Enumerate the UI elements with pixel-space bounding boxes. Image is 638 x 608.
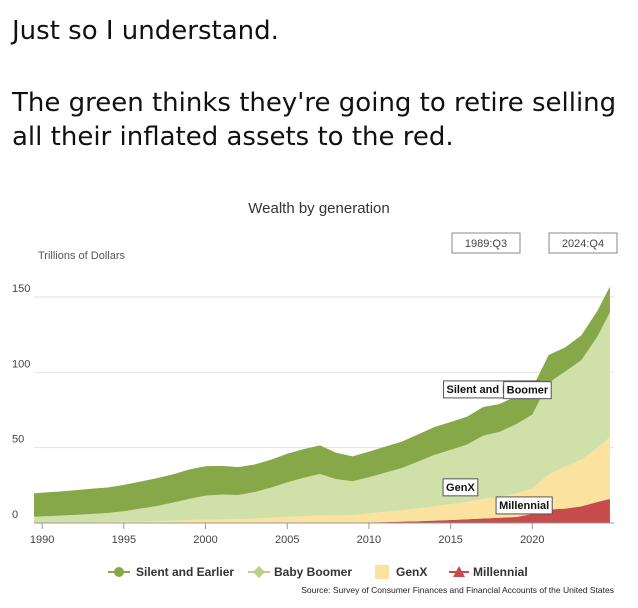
annotation-millennial: Millennial	[495, 496, 553, 515]
y-tick-label: 50	[12, 434, 24, 446]
legend-item-millennial[interactable]: Millennial	[449, 565, 528, 579]
annotation-box	[503, 381, 552, 400]
x-tick-label: 1995	[112, 534, 136, 546]
post-text-line-2: The green thinks they're going to retire…	[12, 88, 617, 152]
x-tick-label: 2015	[438, 534, 462, 546]
legend-label-genx: GenX	[396, 565, 427, 579]
legend-label-silent: Silent and Earlier	[136, 565, 234, 579]
annotation-text: Millennial	[499, 500, 549, 512]
x-tick-label: 2010	[357, 534, 381, 546]
annotation-text: GenX	[446, 482, 475, 494]
x-tick-label: 2005	[275, 534, 299, 546]
area-silent-and-earlier[interactable]	[34, 286, 610, 517]
x-axis: 1990 1995 2000 2005 2010 2015 2020	[30, 522, 614, 546]
range-start-box[interactable]: 1989:Q3	[451, 232, 521, 254]
area-series	[34, 286, 610, 523]
range-start-label: 1989:Q3	[465, 238, 507, 250]
annotation-box	[495, 496, 553, 515]
legend: Silent and Earlier Baby Boomer GenX Mill…	[108, 565, 528, 579]
y-axis-title: Trillions of Dollars	[38, 250, 126, 262]
range-end-label: 2024:Q4	[562, 238, 604, 250]
y-axis: 0 50 100 150	[12, 283, 30, 521]
legend-item-genx[interactable]: GenX	[375, 565, 427, 579]
x-tick-label: 1990	[30, 534, 54, 546]
millennial-triangle-icon	[453, 566, 465, 577]
annotation-text: Boomer	[507, 385, 549, 397]
y-tick-label: 150	[12, 283, 30, 295]
x-tick-label: 2000	[193, 534, 217, 546]
area-baby-boomer[interactable]	[34, 312, 610, 523]
boomer-diamond-icon	[253, 566, 265, 578]
post-text-line-1: Just so I understand.	[12, 16, 279, 46]
annotation-box	[442, 478, 479, 497]
chart-title: Wealth by generation	[248, 200, 389, 217]
source-note: Source: Survey of Consumer Finances and …	[301, 585, 614, 595]
silent-marker-icon	[114, 567, 124, 577]
legend-item-boomer[interactable]: Baby Boomer	[248, 565, 352, 579]
annotation-genx: GenX	[442, 478, 479, 497]
legend-label-millennial: Millennial	[473, 565, 528, 579]
range-end-box[interactable]: 2024:Q4	[548, 232, 618, 254]
annotation-boomer: Boomer	[503, 381, 552, 400]
x-tick-label: 2020	[520, 534, 544, 546]
y-tick-label: 100	[12, 358, 30, 370]
y-tick-label: 0	[12, 509, 18, 521]
area-millennial[interactable]	[34, 498, 610, 523]
legend-item-silent[interactable]: Silent and Earlier	[108, 565, 234, 579]
genx-square-icon	[375, 565, 389, 579]
legend-label-boomer: Baby Boomer	[274, 565, 352, 579]
